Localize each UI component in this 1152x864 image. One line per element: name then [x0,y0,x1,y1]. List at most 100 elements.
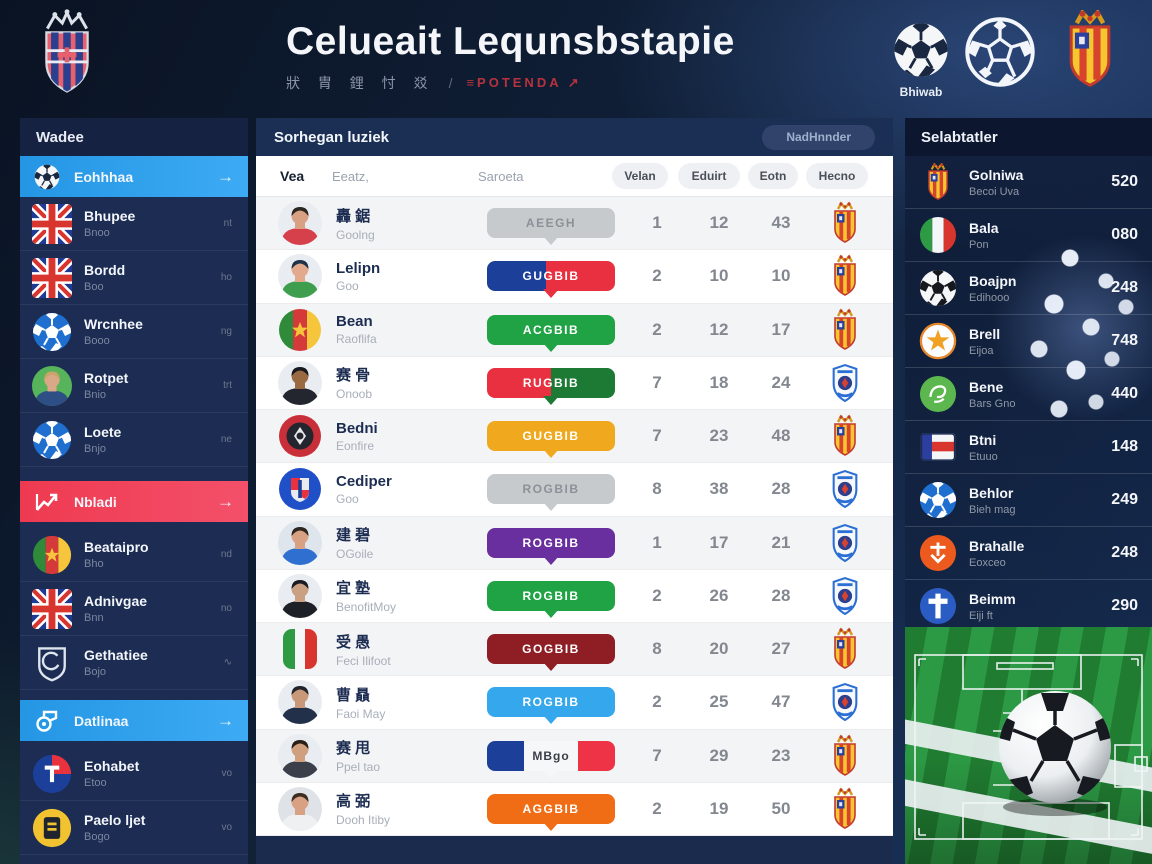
chart-icon [34,489,60,515]
circle-yellow-icon [32,808,72,848]
table-row[interactable]: Bean Raoflifa ACGBIB 2 12 17 [256,303,893,357]
table-row[interactable]: 轟 鋸 Goolng AEEGH 1 12 43 [256,197,893,251]
sidebar-item-text: Bhupee Bnoo [84,208,224,239]
rightbar-list-item[interactable]: Behlor Bieh mag 249 [905,474,1152,527]
status-badge[interactable]: AEEGH [487,208,615,246]
rightbar-list-item[interactable]: Bene Bars Gno 440 [905,368,1152,421]
player-name: 曹 贔 [336,686,371,704]
flag-cm-icon [32,535,72,575]
sidebar-item[interactable]: Paelo ljet Bogo vo [20,801,248,855]
rightbar-item-subtitle: Eiji ft [969,609,993,622]
club-crest-icon [1058,8,1122,98]
circle-redblue-icon [32,754,72,794]
rightbar-item-text: Bala Pon [969,220,1111,251]
table-row[interactable]: 赛 甩 Ppel tao MBgo 7 29 23 [256,729,893,783]
sidebar-item-label: Nbladi [74,493,117,510]
stat-value-1: 7 [652,426,662,446]
table-row[interactable]: 受 愚 Feci Ilifoot GOGBIB 8 20 27 [256,623,893,677]
pitch-lines-and-ball [905,654,1152,864]
rightbar-list-item[interactable]: Beimm Eiji ft 290 [905,580,1152,633]
panel-action-button[interactable]: NadHnnder [762,124,875,150]
rightbar-list-item[interactable]: Golniwa Becoi Uva 520 [905,156,1152,209]
title-block: Celueait Lequnsbstapie 狀 胄 鋰 忖 㸚 / ≡POTE… [286,20,735,93]
player-name: 受 愚 [336,633,371,651]
app-header: Celueait Lequnsbstapie 狀 胄 鋰 忖 㸚 / ≡POTE… [0,0,1152,112]
flag-it-icon [919,216,957,254]
rightbar-item-name: Btni [969,431,997,448]
sidebar-item-meta: ho [220,272,232,283]
circle-bluecrest-icon [278,467,322,511]
filter-pill-velan[interactable]: Velan [612,163,668,189]
soccer-ball-icon [893,23,949,82]
stat-value-3: 43 [771,213,791,233]
page-title: Celueait Lequnsbstapie [286,20,735,63]
status-badge[interactable]: ROGBIB [487,527,615,565]
sidebar-item-label: Bordd [84,262,126,278]
rightbar-list-item[interactable]: Brahalle Eoxceo 248 [905,527,1152,580]
player-name: 赛 甩 [336,740,371,758]
stat-value-2: 23 [709,426,729,446]
status-badge[interactable]: GUGBIB [487,421,615,459]
table-row[interactable]: Cediper Goo ROGBIB 8 38 28 [256,463,893,517]
club-crest-yellow-icon [826,253,864,299]
rightbar-list-item[interactable]: Brell Eijoa 748 [905,315,1152,368]
sidebar-item[interactable]: Beataipro Bho nd [20,528,248,582]
status-badge[interactable]: ROGBIB [487,687,615,725]
rightbar-item-name: Bala [969,219,999,236]
sidebar-item-active[interactable]: Datlinaa → [20,700,248,741]
filter-pill-eotn[interactable]: Eotn [748,163,798,189]
stat-value-3: 17 [771,319,791,339]
sidebar-item[interactable]: Rotpet Bnio trt [20,359,248,413]
status-badge[interactable]: ROGBIB [487,580,615,618]
player-name-block: 宜 塾 BenofitMoy [336,577,476,614]
sidebar-item-label: Paelo ljet [84,812,146,828]
filter-pill-eduirt[interactable]: Eduirt [678,163,740,189]
sidebar-item-list: Eohhhaa → Bhupee Bnoo nt Bordd Boo ho [20,156,248,855]
sidebar-item-subtitle: Bojo [84,666,107,678]
table-row[interactable]: Lelipn Goo GUGBIB 2 10 10 [256,250,893,304]
status-badge[interactable]: AGGBIB [487,793,615,831]
status-badge[interactable]: RUGBIB [487,367,615,405]
filter-pill-hecno[interactable]: Hecno [806,163,868,189]
table-row[interactable]: 曹 贔 Faoi May ROGBIB 2 25 47 [256,676,893,730]
sidebar-item-active[interactable]: Eohhhaa → [20,156,248,197]
status-badge[interactable]: GOGBIB [487,634,615,672]
sidebar-item[interactable]: Bordd Boo ho [20,251,248,305]
table-row[interactable]: 赛 骨 Onoob RUGBIB 7 18 24 [256,357,893,410]
sidebar-item[interactable]: Wrcnhee Booo ng [20,305,248,359]
rightbar-list-item[interactable]: Bala Pon 080 [905,209,1152,262]
status-badge[interactable]: MBgo [487,740,615,778]
table-row[interactable]: 宜 塾 BenofitMoy ROGBIB 2 26 28 [256,570,893,623]
club-crest-yellow-icon [826,200,864,246]
table-row[interactable]: 高 弼 Dooh Itiby AGGBIB 2 19 50 [256,783,893,836]
sidebar-item[interactable]: Gethatiee Bojo ∿ [20,636,248,690]
sidebar-item[interactable]: Loete Bnjo ne [20,413,248,467]
table-row[interactable]: 建 碧 OGoile ROGBIB 1 17 21 [256,516,893,570]
sidebar-item-subtitle: Etoo [84,777,107,789]
column-saroeta: Saroeta [478,169,524,184]
sidebar-item-meta: ng [220,326,232,337]
main-panel: Sorhegan luziek NadHnnder Vea Eeatz, Sar… [256,118,893,864]
sidebar-item-active[interactable]: Nbladi → [20,481,248,522]
player-subtitle: Ppel tao [336,760,381,775]
rightbar-item-value: 148 [1111,438,1138,455]
status-badge[interactable]: ROGBIB [487,474,615,512]
stat-value-2: 18 [709,372,729,392]
sidebar-item[interactable]: Bhupee Bnoo nt [20,197,248,251]
status-badge[interactable]: ACGBIB [487,314,615,352]
rightbar-item-text: Behlor Bieh mag [969,485,1111,516]
stat-value-3: 50 [771,798,791,818]
player-subtitle: Dooh Itiby [336,813,391,828]
rightbar-item-subtitle: Becoi Uva [969,185,1020,198]
left-sidebar: Wadee Eohhhaa → Bhupee Bnoo nt Bordd [20,118,248,864]
sidebar-item[interactable]: Adnivgae Bnn no [20,582,248,636]
crest-redblack-icon [278,414,322,458]
status-badge[interactable]: GUGBIB [487,261,615,299]
table-row[interactable]: Bedni Eonfire GUGBIB 7 23 48 [256,410,893,464]
player-name-block: Bean Raoflifa [336,313,476,346]
rightbar-item-subtitle: Bieh mag [969,503,1016,516]
rightbar-list-item[interactable]: Btni Etuuo 148 [905,421,1152,474]
sidebar-item[interactable]: Eohabet Etoo vo [20,747,248,801]
rightbar-list-item[interactable]: Boajpn Edihooo 248 [905,262,1152,315]
sidebar-item-label: Wrcnhee [84,316,143,332]
